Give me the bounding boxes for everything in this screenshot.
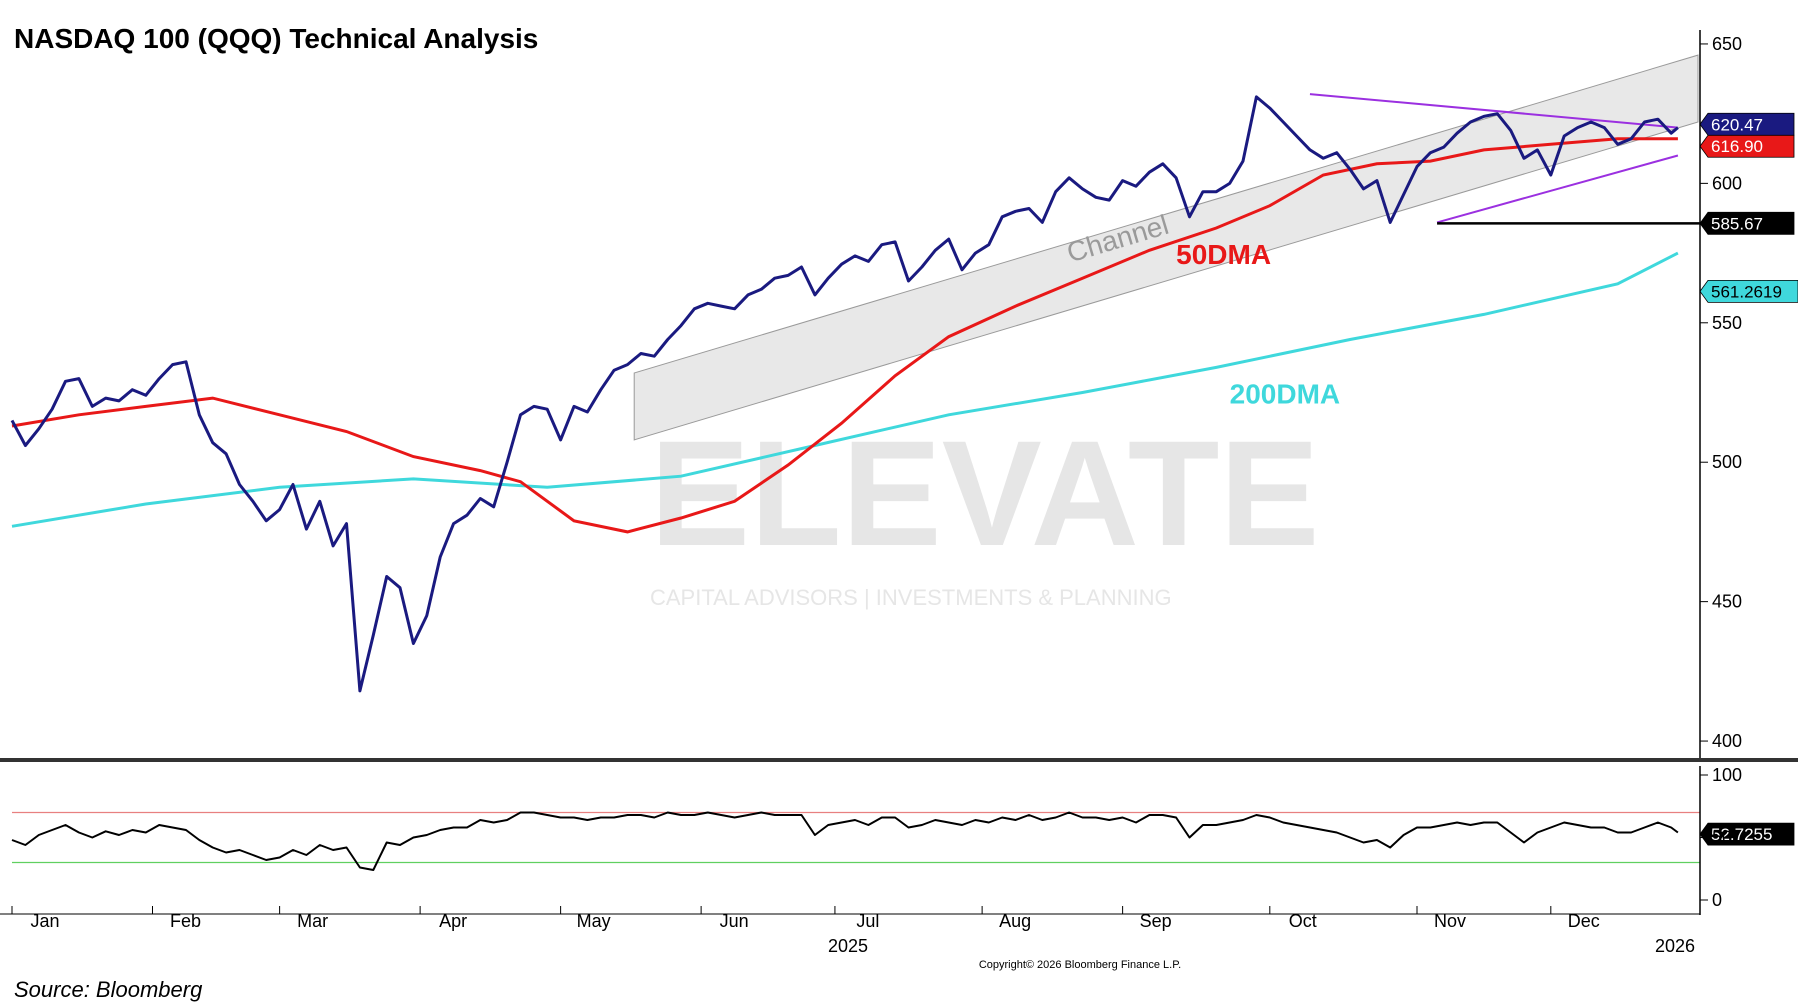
x-tick-label: Jan (30, 911, 59, 931)
flag-rsi: 52.7255 (1699, 822, 1795, 846)
x-tick-label: Mar (297, 911, 328, 931)
flag-dma200-text: 561.2619 (1711, 282, 1782, 301)
flag-qqq-text: 620.47 (1711, 115, 1763, 134)
dma200-label: 200DMA (1230, 379, 1340, 410)
lower-trend-line (1436, 154, 1679, 224)
y-tick-label: 650 (1712, 34, 1742, 54)
upper-trend-line (1309, 93, 1679, 129)
watermark: ELEVATE CAPITAL ADVISORS | INVESTMENTS &… (650, 409, 1320, 610)
dma200-line (11, 251, 1679, 528)
chart-title: NASDAQ 100 (QQQ) Technical Analysis (14, 23, 538, 54)
rsi-panel: 52.7255 (11, 811, 1795, 871)
x-tick-label: Feb (170, 911, 201, 931)
flag-qqq-box (1699, 112, 1795, 136)
source-note: Source: Bloomberg (14, 977, 203, 1002)
x-tick-label: Aug (999, 911, 1031, 931)
flag-dma50: 616.90 (1699, 134, 1795, 158)
flag-dma200-box (1699, 279, 1798, 303)
flag-support-text: 585.67 (1711, 214, 1763, 233)
flag-qqq: 620.47 (1699, 112, 1795, 136)
x-year-label: 2025 (828, 936, 868, 956)
flag-support: 585.67 (1699, 211, 1795, 235)
x-tick-label: Jul (856, 911, 879, 931)
flag-rsi-box (1699, 822, 1795, 846)
rsi-tick-label: 100 (1712, 765, 1742, 785)
rsi-tick-label: 50 (1712, 828, 1732, 848)
flag-rsi-text: 52.7255 (1711, 825, 1772, 844)
rsi-line (11, 811, 1679, 871)
x-tick-label: Nov (1434, 911, 1466, 931)
watermark-tagline: CAPITAL ADVISORS | INVESTMENTS & PLANNIN… (650, 585, 1172, 610)
flag-support-box (1699, 211, 1795, 235)
rsi-tick-label: 0 (1712, 890, 1722, 910)
y-tick-label: 450 (1712, 592, 1742, 612)
y-tick-label: 550 (1712, 313, 1742, 333)
flag-dma200: 561.2619 (1699, 279, 1798, 303)
watermark-name: ELEVATE (650, 409, 1320, 577)
y-tick-label: 400 (1712, 731, 1742, 751)
x-tick-label: Jun (720, 911, 749, 931)
flag-dma50-text: 616.90 (1711, 137, 1763, 156)
y-tick-label: 500 (1712, 452, 1742, 472)
qqq-price-line (10, 95, 1679, 693)
y-ticks: 400 450 500 550 600 650 0 50 100 (1700, 34, 1742, 910)
x-end-year-label: 2026 (1655, 936, 1695, 956)
y-tick-label: 600 (1712, 173, 1742, 193)
flag-dma50-box (1699, 134, 1795, 158)
x-tick-label: May (577, 911, 611, 931)
dma50-line (11, 137, 1678, 534)
copyright: Copyright© 2026 Bloomberg Finance L.P. (979, 959, 1181, 971)
x-tick-label: Oct (1289, 911, 1317, 931)
dma50-label: 50DMA (1176, 239, 1271, 270)
x-tick-label: Sep (1140, 911, 1172, 931)
x-ticks: Jan Feb Mar Apr May Jun Jul Aug Sep Oct Nov Dec (11, 906, 1600, 931)
x-tick-label: Apr (439, 911, 467, 931)
x-tick-label: Dec (1568, 911, 1600, 931)
